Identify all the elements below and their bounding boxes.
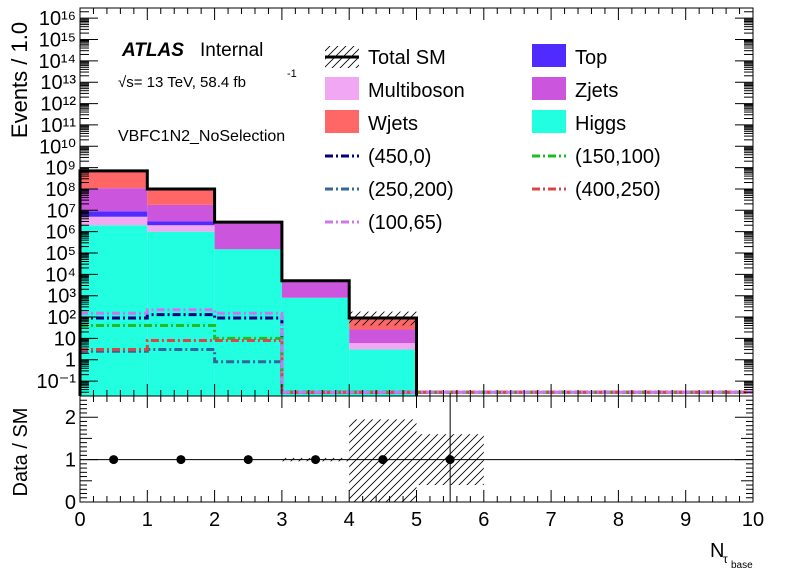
signal-line-4	[80, 308, 753, 394]
atlas-status-label: Internal	[200, 40, 263, 61]
y-tick-label: 10⁴	[45, 264, 76, 286]
ratio-point	[311, 455, 321, 465]
region-label: VBFC1N2_NoSelection	[118, 128, 285, 145]
legend-entry-label: Total SM	[368, 47, 446, 69]
y-tick-label: 10¹¹	[40, 115, 76, 137]
bar-zjets-bin-0	[80, 188, 148, 212]
legend-entry-label: Higgs	[575, 113, 626, 135]
ratio-point	[243, 455, 253, 465]
bar-wjets-bin-0	[80, 170, 148, 189]
bar-wjets-bin-1	[147, 189, 215, 205]
total-sm-uncertainty	[349, 311, 417, 326]
bar-higgs-bin-4	[349, 349, 417, 396]
legend-entry-label: Wjets	[368, 113, 418, 135]
energy-lumi-exponent: -1	[287, 68, 297, 80]
x-tick-label: 3	[276, 509, 287, 531]
y-tick-label: 10¹²	[40, 94, 76, 116]
y-tick-label: 10⁹	[45, 158, 76, 180]
ratio-point	[176, 455, 186, 465]
legend-swatch	[532, 44, 566, 67]
legend-swatch	[325, 77, 359, 100]
bar-higgs-bin-2	[214, 249, 282, 396]
y-tick-label: 1	[65, 350, 76, 372]
bar-zjets-bin-4	[349, 329, 417, 344]
x-axis-label-subsub: base	[731, 560, 753, 571]
atlas-label: ATLAS	[121, 40, 184, 61]
legend: Total SM Top Multiboson Zjets Wjets Higgs (450…	[325, 44, 661, 234]
bar-zjets-bin-1	[147, 204, 215, 222]
y-tick-label: 10¹⁰	[39, 136, 76, 158]
y-axis-label-ratio: Data / SM	[10, 408, 32, 497]
energy-lumi-label: √s= 13 TeV, 58.4 fb	[118, 74, 246, 91]
legend-swatch	[325, 110, 359, 133]
signal-line-1	[80, 324, 753, 394]
bar-multiboson-bin-4	[349, 343, 417, 350]
y-tick-label: 10¹³	[40, 72, 76, 94]
bar-multiboson-bin-1	[147, 225, 215, 232]
y-tick-label: 10¹⁵	[39, 30, 76, 52]
x-tick-label: 1	[142, 509, 153, 531]
legend-entry-label: Zjets	[575, 80, 618, 102]
x-tick-label: 7	[546, 509, 557, 531]
y-tick-label: 10³	[47, 286, 76, 308]
legend-swatch	[532, 77, 566, 100]
x-tick-label: 4	[344, 509, 355, 531]
legend-entry-label: (400,250)	[575, 179, 661, 201]
x-tick-label: 10	[742, 509, 764, 531]
ratio-y-tick-label: 2	[65, 407, 76, 429]
bar-zjets-bin-3	[281, 281, 350, 298]
legend-swatch	[532, 110, 566, 133]
y-tick-label: 10¹⁴	[39, 51, 77, 73]
ratio-point	[378, 455, 388, 465]
x-axis-label: N	[710, 540, 724, 562]
x-tick-label: 8	[613, 509, 624, 531]
y-tick-label: 10⁸	[45, 179, 76, 201]
y-tick-label: 10	[54, 328, 76, 350]
y-tick-label: 10²	[47, 307, 76, 329]
x-tick-label: 5	[411, 509, 422, 531]
legend-entry-label: Top	[575, 47, 607, 69]
legend-entry-label: (100,65)	[368, 212, 443, 234]
ratio-panel: 0 1 2 0 1 2 3 4 5 6 7 8 9 10	[65, 393, 764, 531]
legend-entry-label: Multiboson	[368, 80, 465, 102]
bar-top-bin-0	[80, 211, 148, 217]
y-axis-label-main: Events / 1.0	[7, 22, 32, 138]
bar-higgs-bin-0	[80, 225, 148, 396]
legend-entry-label: (450,0)	[368, 146, 431, 168]
y-tick-label: 10⁶	[46, 222, 76, 244]
ratio-y-tick-label: 0	[65, 492, 76, 514]
y-tick-label: 10⁻¹	[37, 371, 77, 393]
legend-entry-label: (250,200)	[368, 179, 454, 201]
ratio-y-tick-label: 1	[65, 450, 76, 472]
y-tick-label: 10⁵	[45, 243, 76, 265]
bar-multiboson-bin-0	[80, 216, 148, 226]
bar-top-bin-1	[147, 221, 215, 226]
bar-zjets-bin-2	[214, 222, 282, 250]
y-tick-label: 10¹⁶	[39, 8, 76, 30]
x-tick-label: 6	[478, 509, 489, 531]
y-tick-label: 10⁷	[47, 200, 76, 222]
x-axis-label-sub: τ	[723, 552, 728, 566]
x-tick-label: 0	[74, 509, 85, 531]
legend-entry-label: (150,100)	[575, 146, 661, 168]
ratio-point	[109, 455, 119, 465]
bar-higgs-bin-3	[281, 297, 350, 396]
x-tick-label: 2	[209, 509, 220, 531]
x-tick-label: 9	[680, 509, 691, 531]
